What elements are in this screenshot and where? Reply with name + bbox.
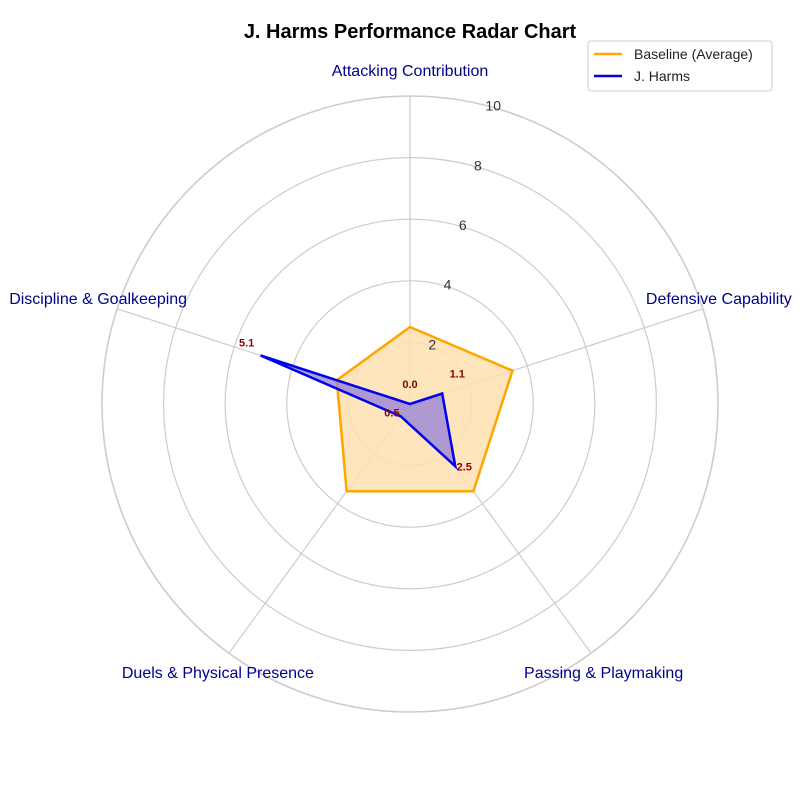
legend-box	[587, 40, 773, 92]
r-tick-label: 8	[474, 157, 482, 173]
legend: Baseline (Average) J. Harms	[587, 40, 773, 92]
axis-label: Defensive Capability	[646, 291, 792, 308]
labels-layer: 2 4 6 8 10 Attacking Contribution Defensive Ca…	[9, 63, 792, 682]
r-tick-label: 2	[428, 336, 436, 352]
r-tick-label: 4	[444, 277, 452, 293]
series-line-1	[260, 354, 458, 470]
data-label: 1.1	[450, 369, 465, 381]
data-label: 0.0	[402, 379, 417, 391]
r-tick-label: 6	[459, 217, 467, 233]
axis-label: Attacking Contribution	[332, 63, 489, 80]
axis-label: Duels & Physical Presence	[122, 665, 314, 682]
legend-entry: Baseline (Average)	[634, 46, 753, 62]
axis-label: Passing & Playmaking	[524, 665, 683, 682]
data-label: 2.5	[457, 461, 472, 473]
data-label: 5.1	[239, 337, 254, 349]
data-label: 0.5	[384, 407, 399, 419]
legend-entry: J. Harms	[634, 68, 690, 84]
series-layer	[260, 325, 515, 493]
series-area-1	[260, 355, 456, 467]
axis-label: Discipline & Goalkeeping	[9, 291, 187, 308]
r-tick-label: 10	[485, 98, 501, 114]
series-line-0	[335, 325, 515, 493]
chart-title: J. Harms Performance Radar Chart	[244, 21, 577, 43]
